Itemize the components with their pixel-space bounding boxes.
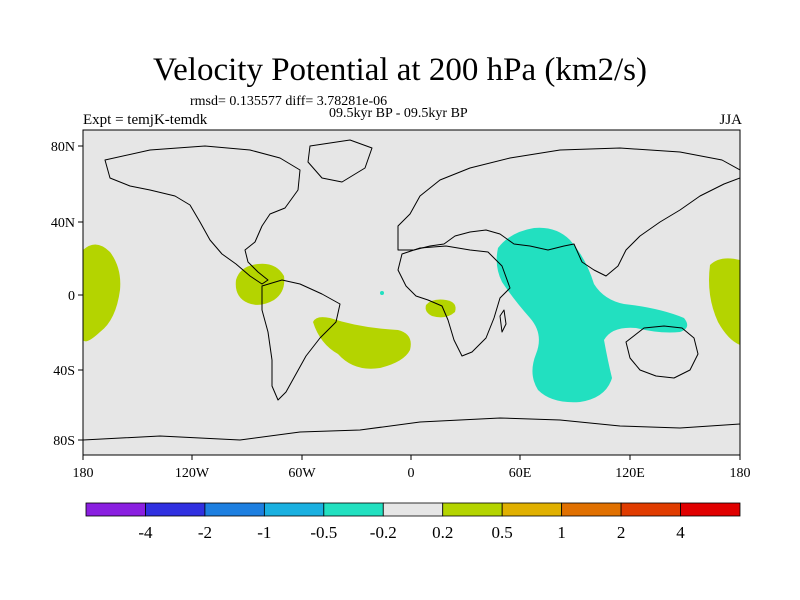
latitude-axis: 80N 40N 0 40S 80S [51,140,83,449]
coastline-south-america [261,279,341,401]
colorbar-swatch [263,502,325,517]
colorbar-label: 0.2 [432,523,453,542]
lat-tick-label: 80N [51,140,75,155]
colorbar-label: 2 [617,523,626,542]
lat-tick-label: 40S [53,364,75,379]
positive-region-central-pacific [83,244,121,342]
colorbar-label: 1 [557,523,566,542]
negative-regions [380,227,688,403]
colorbar-swatch [204,502,265,517]
lat-tick-label: 80S [53,434,75,449]
negative-region-indian-ocean [496,227,688,403]
coastline-antarctica [83,417,740,441]
positive-region-west-pacific [709,258,740,345]
plot-area [83,130,740,455]
colorbar-label: 0.5 [492,523,513,542]
experiment-label: Expt = temjK-temdk [83,112,208,128]
longitude-axis: 180 120W 60W 0 60E 120E 180 [73,455,751,481]
negative-region-dot [380,291,384,295]
coastline-eurasia [397,147,740,277]
colorbar-label: -0.2 [370,523,397,542]
map-title: Velocity Potential at 200 hPa (km2/s) [152,52,648,88]
lon-tick-label: 120E [615,466,645,481]
season-label: JJA [719,112,742,128]
positive-regions [83,244,740,369]
positive-region-gulf-of-guinea [425,299,456,318]
coastline-greenland [307,139,373,183]
lat-tick-label: 0 [68,289,75,304]
lat-tick-label: 40N [51,216,75,231]
colorbar-label: -4 [138,523,153,542]
period-label: 09.5kyr BP - 09.5kyr BP [329,106,468,121]
colorbar-swatch [382,502,444,517]
colorbar-swatch [620,502,681,517]
lon-tick-label: 0 [408,466,415,481]
colorbar: -4 -2 -1 -0.5 -0.2 0.2 0.5 1 2 4 [85,502,741,542]
colorbar-swatch [561,502,622,517]
positive-region-south-atlantic [313,317,411,369]
lon-tick-label: 120W [175,466,210,481]
colorbar-label: -0.5 [310,523,337,542]
colorbar-label: -2 [198,523,212,542]
colorbar-swatch [501,502,563,517]
lon-tick-label: 60E [509,466,532,481]
lon-tick-label: 60W [288,466,316,481]
colorbar-swatch [85,502,146,517]
colorbar-swatch [680,502,741,517]
colorbar-swatch [323,502,384,517]
colorbar-label: -1 [257,523,271,542]
stats-label: rmsd= 0.135577 diff= 3.78281e-06 [190,94,388,109]
coastline-australia [625,325,699,379]
coastline-north-america [104,145,301,285]
colorbar-label: 4 [676,523,685,542]
colorbar-swatch [145,502,206,517]
coastline-africa [397,245,511,357]
colorbar-swatch [442,502,503,517]
coastline-madagascar [499,309,507,333]
coastlines [83,139,740,441]
lon-tick-label: 180 [730,466,751,481]
lon-tick-label: 180 [73,466,94,481]
